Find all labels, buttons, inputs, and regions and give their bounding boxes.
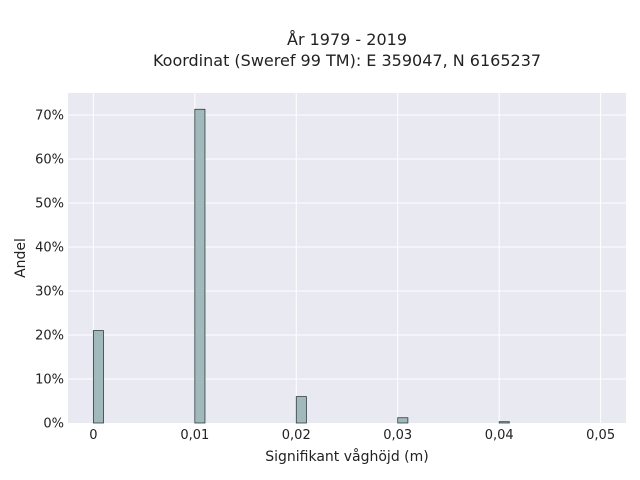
- x-tick-label: 0,01: [180, 428, 209, 443]
- bar-0: [92, 330, 104, 424]
- chart-title: År 1979 - 2019 Koordinat (Sweref 99 TM):…: [153, 30, 541, 70]
- y-tick-label: 30%: [35, 285, 64, 300]
- x-tick-label: 0: [89, 428, 97, 443]
- y-tick-label: 40%: [35, 241, 64, 256]
- y-tick-label: 10%: [35, 373, 64, 388]
- grid: [68, 93, 626, 423]
- y-tick-label: 70%: [35, 109, 64, 124]
- y-axis-title: Andel: [13, 238, 29, 278]
- chart-title-line-2: Koordinat (Sweref 99 TM): E 359047, N 61…: [153, 51, 541, 70]
- y-tick-label: 50%: [35, 197, 64, 212]
- x-tick-label: 0,02: [282, 428, 311, 443]
- x-tick-label: 0,05: [586, 428, 615, 443]
- x-tick-label: 0,03: [383, 428, 412, 443]
- x-axis-title: Signifikant våghöjd (m): [265, 448, 428, 465]
- bar-4: [498, 421, 510, 424]
- bar-1: [194, 108, 206, 424]
- y-tick-label: 60%: [35, 153, 64, 168]
- chart-title-line-1: År 1979 - 2019: [287, 30, 407, 49]
- x-axis-ticks: 0 0,01 0,02 0,03 0,04 0,05: [89, 428, 615, 443]
- bars: [92, 108, 510, 424]
- plot-area: [68, 93, 626, 423]
- x-tick-label: 0,04: [485, 428, 514, 443]
- y-tick-label: 20%: [35, 329, 64, 344]
- bar-2: [295, 396, 307, 424]
- y-tick-label: 0%: [43, 417, 64, 432]
- bar-3: [397, 417, 409, 424]
- y-axis-ticks: 0% 10% 20% 30% 40% 50% 60% 70%: [35, 109, 64, 432]
